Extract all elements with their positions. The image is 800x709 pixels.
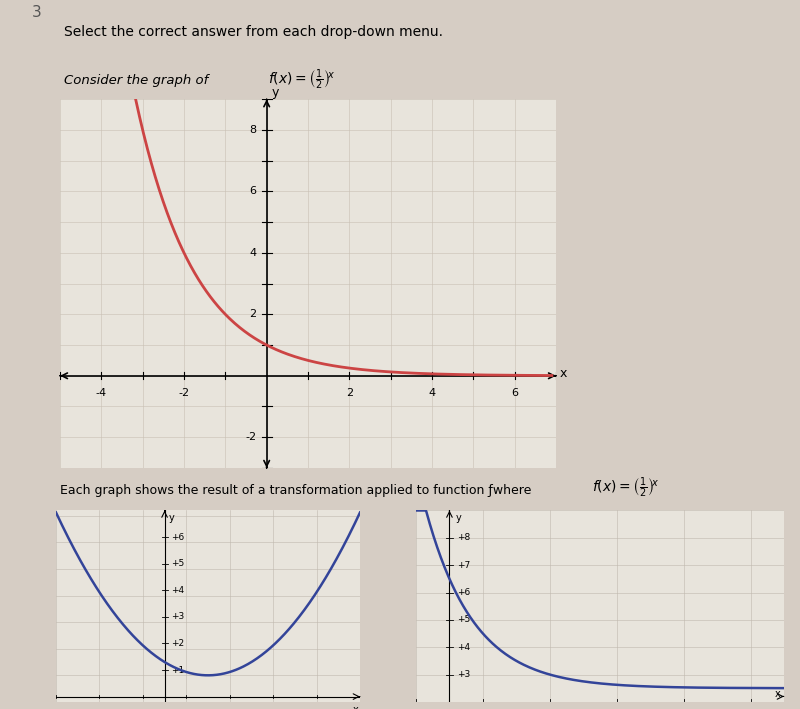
Text: Consider the graph of: Consider the graph of	[64, 74, 208, 87]
Text: -2: -2	[178, 388, 190, 398]
Text: +7: +7	[458, 561, 470, 569]
Text: +4: +4	[458, 643, 470, 652]
Text: x: x	[774, 689, 780, 699]
Text: Each graph shows the result of a transformation applied to function ƒwhere: Each graph shows the result of a transfo…	[60, 484, 531, 497]
Text: Select the correct answer from each drop-down menu.: Select the correct answer from each drop…	[64, 25, 443, 39]
Text: +5: +5	[171, 559, 184, 568]
Text: +5: +5	[458, 615, 470, 625]
Text: $f(x) = \left(\frac{1}{2}\right)^{\!\!x}$: $f(x) = \left(\frac{1}{2}\right)^{\!\!x}…	[268, 67, 335, 92]
Text: +2: +2	[171, 639, 184, 648]
Text: 8: 8	[250, 125, 256, 135]
Text: +3: +3	[171, 613, 184, 621]
Text: +6: +6	[458, 588, 470, 597]
Text: 4: 4	[429, 388, 435, 398]
Text: x: x	[560, 367, 567, 380]
Text: $f(x) = \left(\frac{1}{2}\right)^{\!\!x}$: $f(x) = \left(\frac{1}{2}\right)^{\!\!x}…	[592, 476, 659, 500]
Text: 3: 3	[32, 5, 42, 20]
Text: +6: +6	[171, 532, 184, 542]
Text: -2: -2	[246, 432, 256, 442]
Text: 6: 6	[511, 388, 518, 398]
Text: -4: -4	[96, 388, 107, 398]
Text: +8: +8	[458, 533, 470, 542]
Text: y: y	[169, 513, 174, 523]
Text: 6: 6	[250, 186, 256, 196]
Text: x: x	[353, 705, 358, 709]
Text: +4: +4	[171, 586, 184, 595]
Text: y: y	[272, 86, 279, 99]
Text: y: y	[456, 513, 462, 523]
Text: +1: +1	[171, 666, 184, 674]
Text: 4: 4	[250, 248, 256, 258]
Text: 2: 2	[250, 309, 256, 319]
Text: +3: +3	[458, 670, 470, 679]
Text: 2: 2	[346, 388, 353, 398]
